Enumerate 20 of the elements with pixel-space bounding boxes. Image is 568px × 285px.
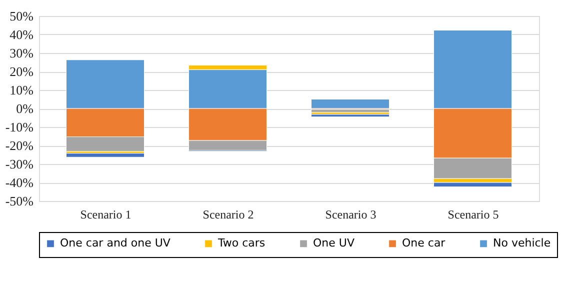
- y-tick-label: -50%: [5, 194, 34, 208]
- legend-label: One car: [402, 236, 446, 250]
- legend-label: One car and one UV: [60, 236, 171, 250]
- y-tick-label: 20%: [10, 64, 34, 79]
- legend-label: Two cars: [217, 236, 266, 250]
- y-tick-label: 10%: [10, 82, 34, 98]
- y-tick-label: -10%: [5, 120, 34, 134]
- x-tick-label: Scenario 2: [202, 208, 254, 222]
- y-tick-label: -20%: [5, 138, 34, 153]
- y-tick-label: 30%: [10, 46, 34, 60]
- y-tick-label: 50%: [10, 8, 34, 24]
- x-tick-label: Scenario 5: [448, 208, 499, 222]
- y-tick-label: -40%: [5, 175, 34, 190]
- y-tick-label: 0%: [16, 101, 34, 116]
- x-tick-label: Scenario 3: [325, 208, 376, 222]
- legend-label: One UV: [313, 236, 355, 250]
- y-tick-label: 40%: [10, 27, 34, 42]
- x-tick-label: Scenario 1: [80, 208, 132, 222]
- legend-label: No vehicle: [493, 236, 551, 250]
- y-tick-label: -30%: [5, 156, 34, 172]
